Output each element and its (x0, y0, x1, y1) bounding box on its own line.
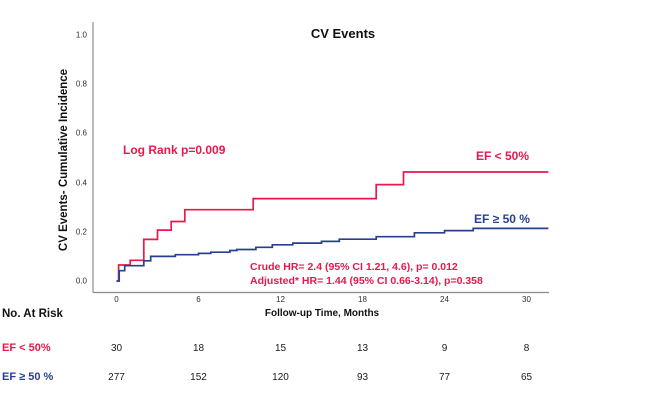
series-line-ef-high (116, 227, 549, 282)
series-label-ef-low: EF < 50% (476, 149, 530, 163)
risk-row-label-ef-low: EF < 50% (2, 342, 51, 354)
y-tick-label: 0.6 (75, 128, 87, 138)
x-tick-label: 6 (196, 295, 201, 304)
risk-count: 65 (520, 372, 533, 383)
y-tick-label: 0.0 (75, 276, 87, 286)
adjusted-hr-annotation: Adjusted* HR= 1.44 (95% CI 0.66-3.14), p… (250, 275, 483, 287)
x-tick-label: 30 (522, 295, 531, 304)
series-label-ef-high: EF ≥ 50 % (474, 212, 530, 226)
risk-count: 30 (110, 343, 123, 354)
x-tick-label: 24 (440, 295, 449, 304)
crude-hr-annotation: Crude HR= 2.4 (95% CI 1.21, 4.6), p= 0.0… (250, 261, 458, 273)
log-rank-annotation: Log Rank p=0.009 (123, 143, 226, 157)
risk-table-header: No. At Risk (2, 308, 63, 320)
y-tick-label: 1.0 (75, 30, 87, 40)
y-tick-label: 0.8 (75, 79, 87, 89)
x-tick-label: 12 (276, 295, 285, 304)
risk-row-label-ef-high: EF ≥ 50 % (2, 371, 54, 383)
risk-count: 120 (272, 372, 289, 383)
x-axis-title: Follow-up Time, Months (264, 308, 380, 319)
risk-count: 152 (190, 372, 207, 383)
chart-title: CV Events (310, 26, 376, 41)
risk-count: 93 (356, 372, 369, 383)
y-axis-title: CV Events- Cumulative Incidence (58, 68, 70, 252)
risk-count: 9 (441, 343, 448, 354)
risk-count: 277 (108, 372, 125, 383)
series-line-ef-low (116, 171, 549, 282)
y-tick-label: 0.2 (75, 227, 87, 237)
x-tick-label: 18 (358, 295, 367, 304)
risk-count: 8 (523, 343, 530, 354)
risk-count: 15 (274, 343, 287, 354)
y-tick-label: 0.4 (75, 178, 87, 188)
risk-count: 13 (356, 343, 369, 354)
risk-count: 18 (192, 343, 205, 354)
x-tick-label: 0 (114, 295, 119, 304)
risk-count: 77 (438, 372, 451, 383)
